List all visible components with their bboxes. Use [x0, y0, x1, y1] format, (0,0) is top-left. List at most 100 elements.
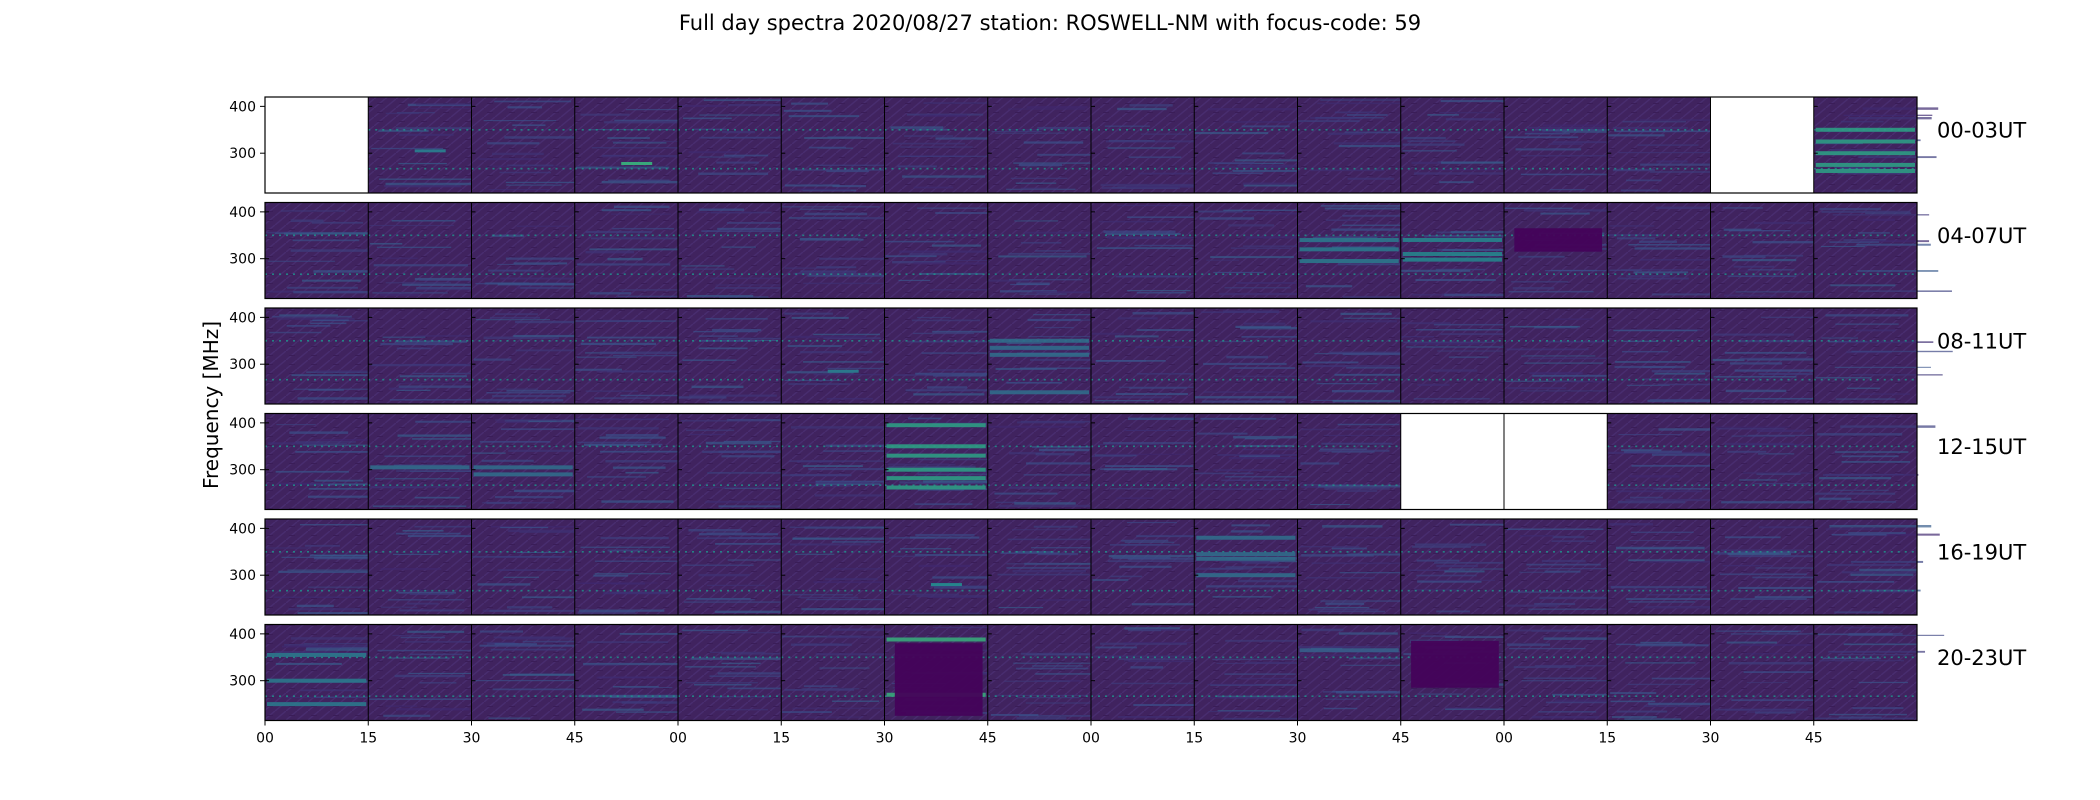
spectrum-panel	[987, 519, 1127, 615]
x-tick-label: 45	[979, 731, 997, 747]
spectrum-panel	[368, 308, 486, 404]
spectrum-panel	[678, 624, 821, 721]
x-tick-label: 30	[1702, 731, 1720, 747]
spectrum-panel	[987, 97, 1130, 193]
spectrum-panel	[265, 202, 395, 299]
spectrum-panel	[1297, 413, 1405, 510]
spectrum-panel	[781, 97, 894, 193]
spectrum-panel	[678, 519, 832, 615]
spectrum-panel-empty	[1710, 97, 1814, 193]
row-frame	[264, 518, 1918, 616]
spectrum-panel	[1813, 519, 1940, 615]
spectra-row: 400 300 12-15UT	[229, 412, 2026, 511]
spectrum-panel	[884, 202, 1036, 299]
spectrum-panel	[265, 413, 404, 510]
spectrum-panel	[471, 413, 601, 510]
spectrum-panel	[781, 308, 906, 404]
spectrum-panel	[1194, 308, 1338, 404]
spectrum-panel	[1297, 202, 1434, 299]
spectrum-panel	[1091, 97, 1239, 193]
spectrum-panel	[781, 519, 926, 615]
spectrum-panel-empty	[265, 97, 369, 193]
spectrum-panel-empty	[1400, 413, 1504, 510]
y-tick-label: 300	[229, 357, 256, 373]
spectrum-panel	[678, 308, 812, 404]
spectra-row: 400 300 00-03UT	[229, 96, 2026, 194]
spectrum-panel	[678, 413, 819, 510]
spectrum-panel	[1194, 97, 1337, 193]
spectrum-panel	[1194, 202, 1330, 299]
spectrum-panel	[1813, 308, 1953, 404]
spectrum-panel	[1710, 519, 1853, 615]
x-tick-label: 15	[1185, 731, 1203, 747]
spectrum-panel	[1194, 413, 1321, 510]
spectra-row: 400 300 08-11UT	[229, 307, 2026, 405]
spectrum-panel	[1297, 624, 1434, 721]
x-axis: 00 15 30 45 00 15 30 45 00 15 30 45 00 15 30 45	[256, 720, 1823, 747]
spectrum-panel	[884, 308, 1022, 404]
spectrum-panel	[1400, 624, 1546, 721]
row-label: 00-03UT	[1937, 119, 2026, 143]
spectrum-panel	[265, 308, 406, 404]
spectrum-panel	[471, 624, 605, 721]
spectrum-panel	[781, 202, 904, 299]
spectrum-panel	[1710, 202, 1834, 299]
y-tick-label: 300	[229, 252, 256, 268]
row-label: 12-15UT	[1937, 435, 2026, 459]
y-tick-label: 400	[229, 416, 256, 432]
spectrum-panel	[987, 413, 1115, 510]
y-tick-label: 400	[229, 627, 256, 643]
spectrum-panel	[1710, 624, 1846, 721]
spectrum-panel	[471, 97, 601, 193]
spectrum-panel	[1504, 202, 1634, 299]
spectrum-panel	[574, 97, 724, 193]
spectrum-panel	[1400, 519, 1544, 615]
spectrum-panel	[1400, 202, 1545, 299]
spectrum-panel	[471, 519, 607, 615]
spectrum-panel	[1607, 624, 1737, 721]
row-frame	[264, 412, 1918, 511]
row-frame	[264, 307, 1918, 405]
spectrum-panel	[1607, 202, 1758, 299]
figure-title: Full day spectra 2020/08/27 station: ROS…	[678, 11, 1422, 35]
spectrum-panel	[987, 308, 1121, 404]
spectrum-panel	[368, 519, 501, 615]
spectrum-panel	[574, 413, 702, 510]
spectrum-panel	[1813, 624, 1945, 721]
row-label: 08-11UT	[1937, 330, 2026, 354]
spectrum-panel	[1091, 519, 1237, 615]
spectrum-panel	[1607, 308, 1755, 404]
row-frame	[264, 201, 1918, 300]
x-tick-label: 15	[1598, 731, 1616, 747]
y-tick-label: 400	[229, 521, 256, 537]
y-tick-label: 300	[229, 674, 256, 690]
x-tick-label: 15	[772, 731, 790, 747]
spectrum-panel	[1710, 308, 1837, 404]
spectrum-panel	[1297, 308, 1430, 404]
x-tick-label: 00	[1082, 731, 1100, 747]
spectrum-panel	[574, 624, 711, 721]
row-label: 04-07UT	[1937, 224, 2026, 248]
spectrum-panel	[265, 624, 412, 721]
spectrum-panel	[1400, 308, 1532, 404]
row-label: 16-19UT	[1937, 541, 2026, 565]
spectrum-panel	[678, 97, 812, 193]
spectrum-panel	[265, 519, 412, 615]
spectrum-panel	[574, 308, 702, 404]
spectrum-panel-empty	[1504, 413, 1608, 510]
x-tick-label: 30	[1289, 731, 1307, 747]
x-tick-label: 45	[1805, 731, 1823, 747]
spectrum-panel	[884, 624, 1033, 721]
spectrum-panel	[678, 202, 795, 299]
spectrum-panel	[471, 308, 614, 404]
spectrum-panel	[1813, 413, 1936, 510]
x-tick-label: 00	[1495, 731, 1513, 747]
y-tick-label: 400	[229, 205, 256, 221]
x-tick-label: 30	[463, 731, 481, 747]
spectrum-panel	[987, 624, 1118, 721]
spectrum-panel	[1194, 624, 1327, 721]
spectrum-panel	[1504, 519, 1628, 615]
y-tick-label: 300	[229, 568, 256, 584]
x-tick-label: 00	[669, 731, 687, 747]
